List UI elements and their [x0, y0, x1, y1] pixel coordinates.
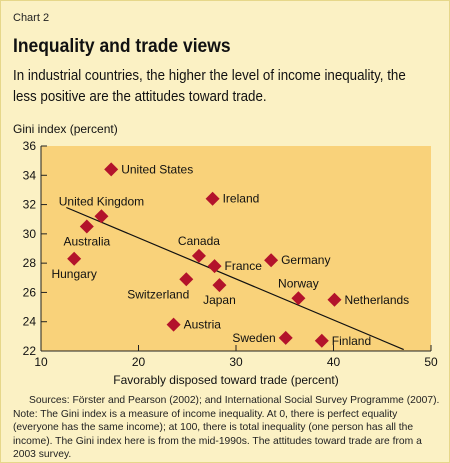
- point-label-canada: Canada: [178, 234, 220, 248]
- y-tick-label: 30: [23, 227, 37, 241]
- y-tick-label: 32: [23, 198, 37, 212]
- x-tick-label: 20: [132, 355, 146, 369]
- data-point-netherlands: [327, 292, 342, 307]
- plot-area: [41, 146, 431, 351]
- data-point-france: [207, 259, 222, 274]
- point-label-austria: Austria: [184, 318, 222, 332]
- y-tick-label: 24: [23, 315, 37, 329]
- data-point-sweden: [278, 330, 293, 345]
- chart-title: Inequality and trade views: [13, 36, 231, 57]
- data-point-austria: [166, 317, 181, 332]
- point-label-germany: Germany: [281, 253, 330, 267]
- y-tick-label: 36: [23, 139, 37, 153]
- x-tick-label: 50: [424, 355, 438, 369]
- chart-subtitle: In industrial countries, the higher the …: [13, 68, 406, 105]
- y-tick-label: 28: [23, 256, 37, 270]
- x-tick-label: 10: [34, 355, 48, 369]
- y-tick-label: 22: [23, 344, 37, 358]
- data-point-switzerland: [179, 272, 194, 287]
- point-label-france: France: [225, 259, 263, 273]
- point-label-japan: Japan: [203, 293, 236, 307]
- data-point-canada: [191, 248, 206, 263]
- y-tick-label: 34: [23, 168, 37, 182]
- point-label-united-states: United States: [121, 162, 193, 176]
- data-point-united-states: [104, 162, 119, 177]
- x-tick-label: 30: [229, 355, 243, 369]
- data-point-germany: [264, 253, 279, 268]
- chart-number: Chart 2: [13, 12, 50, 24]
- data-point-australia: [79, 219, 94, 234]
- point-label-netherlands: Netherlands: [344, 293, 409, 307]
- data-point-finland: [314, 333, 329, 348]
- point-label-australia: Australia: [63, 235, 110, 249]
- data-point-hungary: [67, 251, 82, 266]
- points-group: United States Ireland United Kingdom Austra…: [51, 162, 409, 348]
- x-axis-label: Favorably disposed toward trade (percent…: [113, 373, 338, 387]
- point-label-finland: Finland: [332, 334, 371, 348]
- x-tick-label: 40: [327, 355, 341, 369]
- note-text: Note: The Gini index is a measure of inc…: [13, 408, 422, 461]
- axes-group: 22 24 26 28 30 32 34 36 10 20 30 40 50: [23, 139, 438, 369]
- trend-line: [66, 206, 404, 351]
- y-tick-label: 26: [23, 285, 37, 299]
- chart-notes: Sources: Förster and Pearson (2002); and…: [13, 394, 441, 462]
- data-point-norway: [291, 291, 306, 306]
- data-point-ireland: [205, 191, 220, 206]
- point-label-sweden: Sweden: [232, 331, 275, 345]
- point-label-switzerland: Switzerland: [127, 287, 189, 301]
- data-point-japan: [212, 278, 227, 293]
- point-label-norway: Norway: [278, 276, 319, 290]
- trend-line-group: [66, 206, 404, 351]
- y-axis-label: Gini index (percent): [13, 122, 118, 136]
- point-label-united-kingdom: United Kingdom: [59, 194, 144, 208]
- data-point-united-kingdom: [94, 209, 109, 224]
- point-label-hungary: Hungary: [51, 267, 96, 281]
- point-label-ireland: Ireland: [223, 192, 260, 206]
- sources-text: Sources: Förster and Pearson (2002); and…: [29, 395, 440, 406]
